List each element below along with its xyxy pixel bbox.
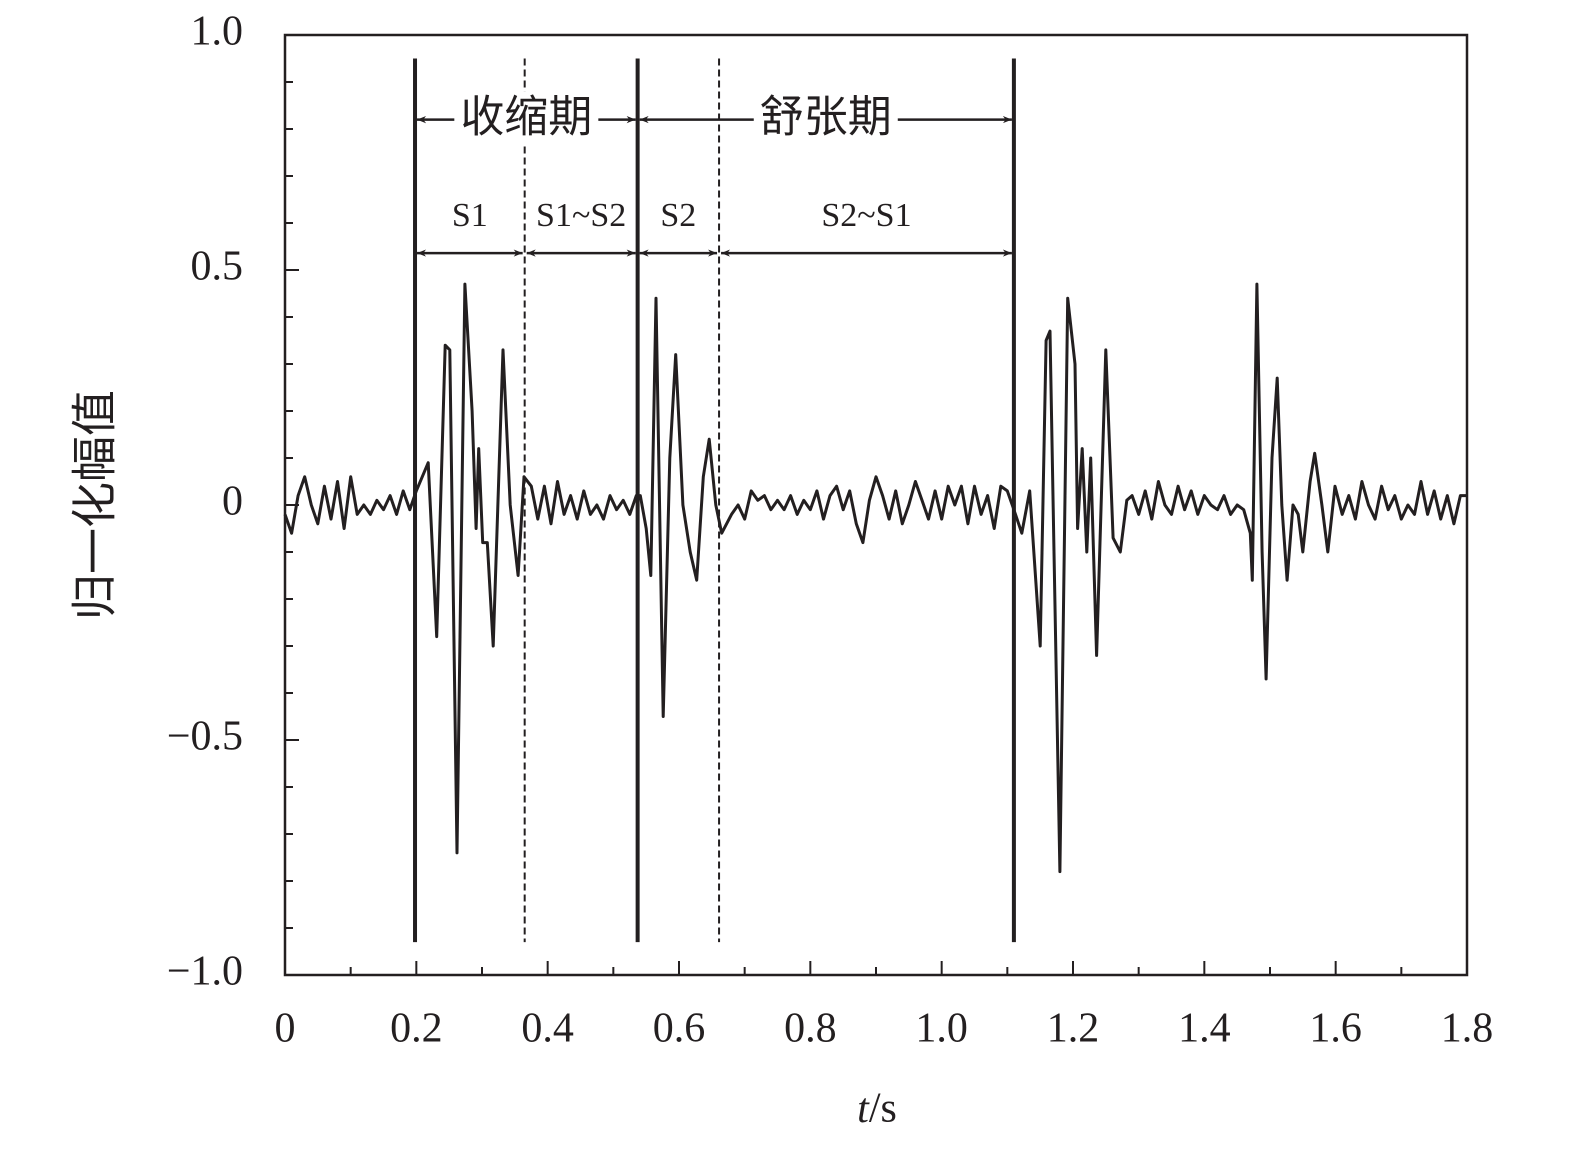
segment-label: S2 (660, 197, 696, 234)
x-tick-label: 0.2 (390, 1006, 443, 1052)
signal-line (283, 282, 1467, 874)
x-tick-label: 0.6 (653, 1006, 706, 1052)
phase-label: 舒张期 (760, 92, 892, 143)
x-tick-label: 1.6 (1309, 1006, 1362, 1052)
segment-label: S2~S1 (821, 197, 911, 234)
x-tick-label: 1.0 (915, 1006, 968, 1052)
x-tick-label: 0.8 (784, 1006, 837, 1052)
phase-label: 收缩期 (460, 92, 592, 143)
label-background (753, 91, 898, 143)
x-tick-label: 1.8 (1441, 1006, 1494, 1052)
segment-label: S1 (452, 197, 488, 234)
segment-label: S1~S2 (536, 197, 626, 234)
y-tick-label: 0 (222, 479, 243, 525)
plot-frame (283, 33, 1469, 977)
x-tick-label: 0 (275, 1006, 296, 1052)
label-background (454, 91, 599, 143)
x-tick-label: 0.4 (521, 1006, 574, 1052)
y-tick-label: −0.5 (167, 714, 243, 760)
y-tick-label: −1.0 (167, 949, 243, 995)
y-tick-label: 1.0 (191, 9, 244, 55)
x-tick-label: 1.2 (1047, 1006, 1100, 1052)
y-tick-label: 0.5 (191, 244, 244, 290)
x-axis-title: t/s (857, 1086, 897, 1132)
y-axis-title: 归一化幅值 (68, 390, 122, 620)
x-tick-label: 1.4 (1178, 1006, 1231, 1052)
